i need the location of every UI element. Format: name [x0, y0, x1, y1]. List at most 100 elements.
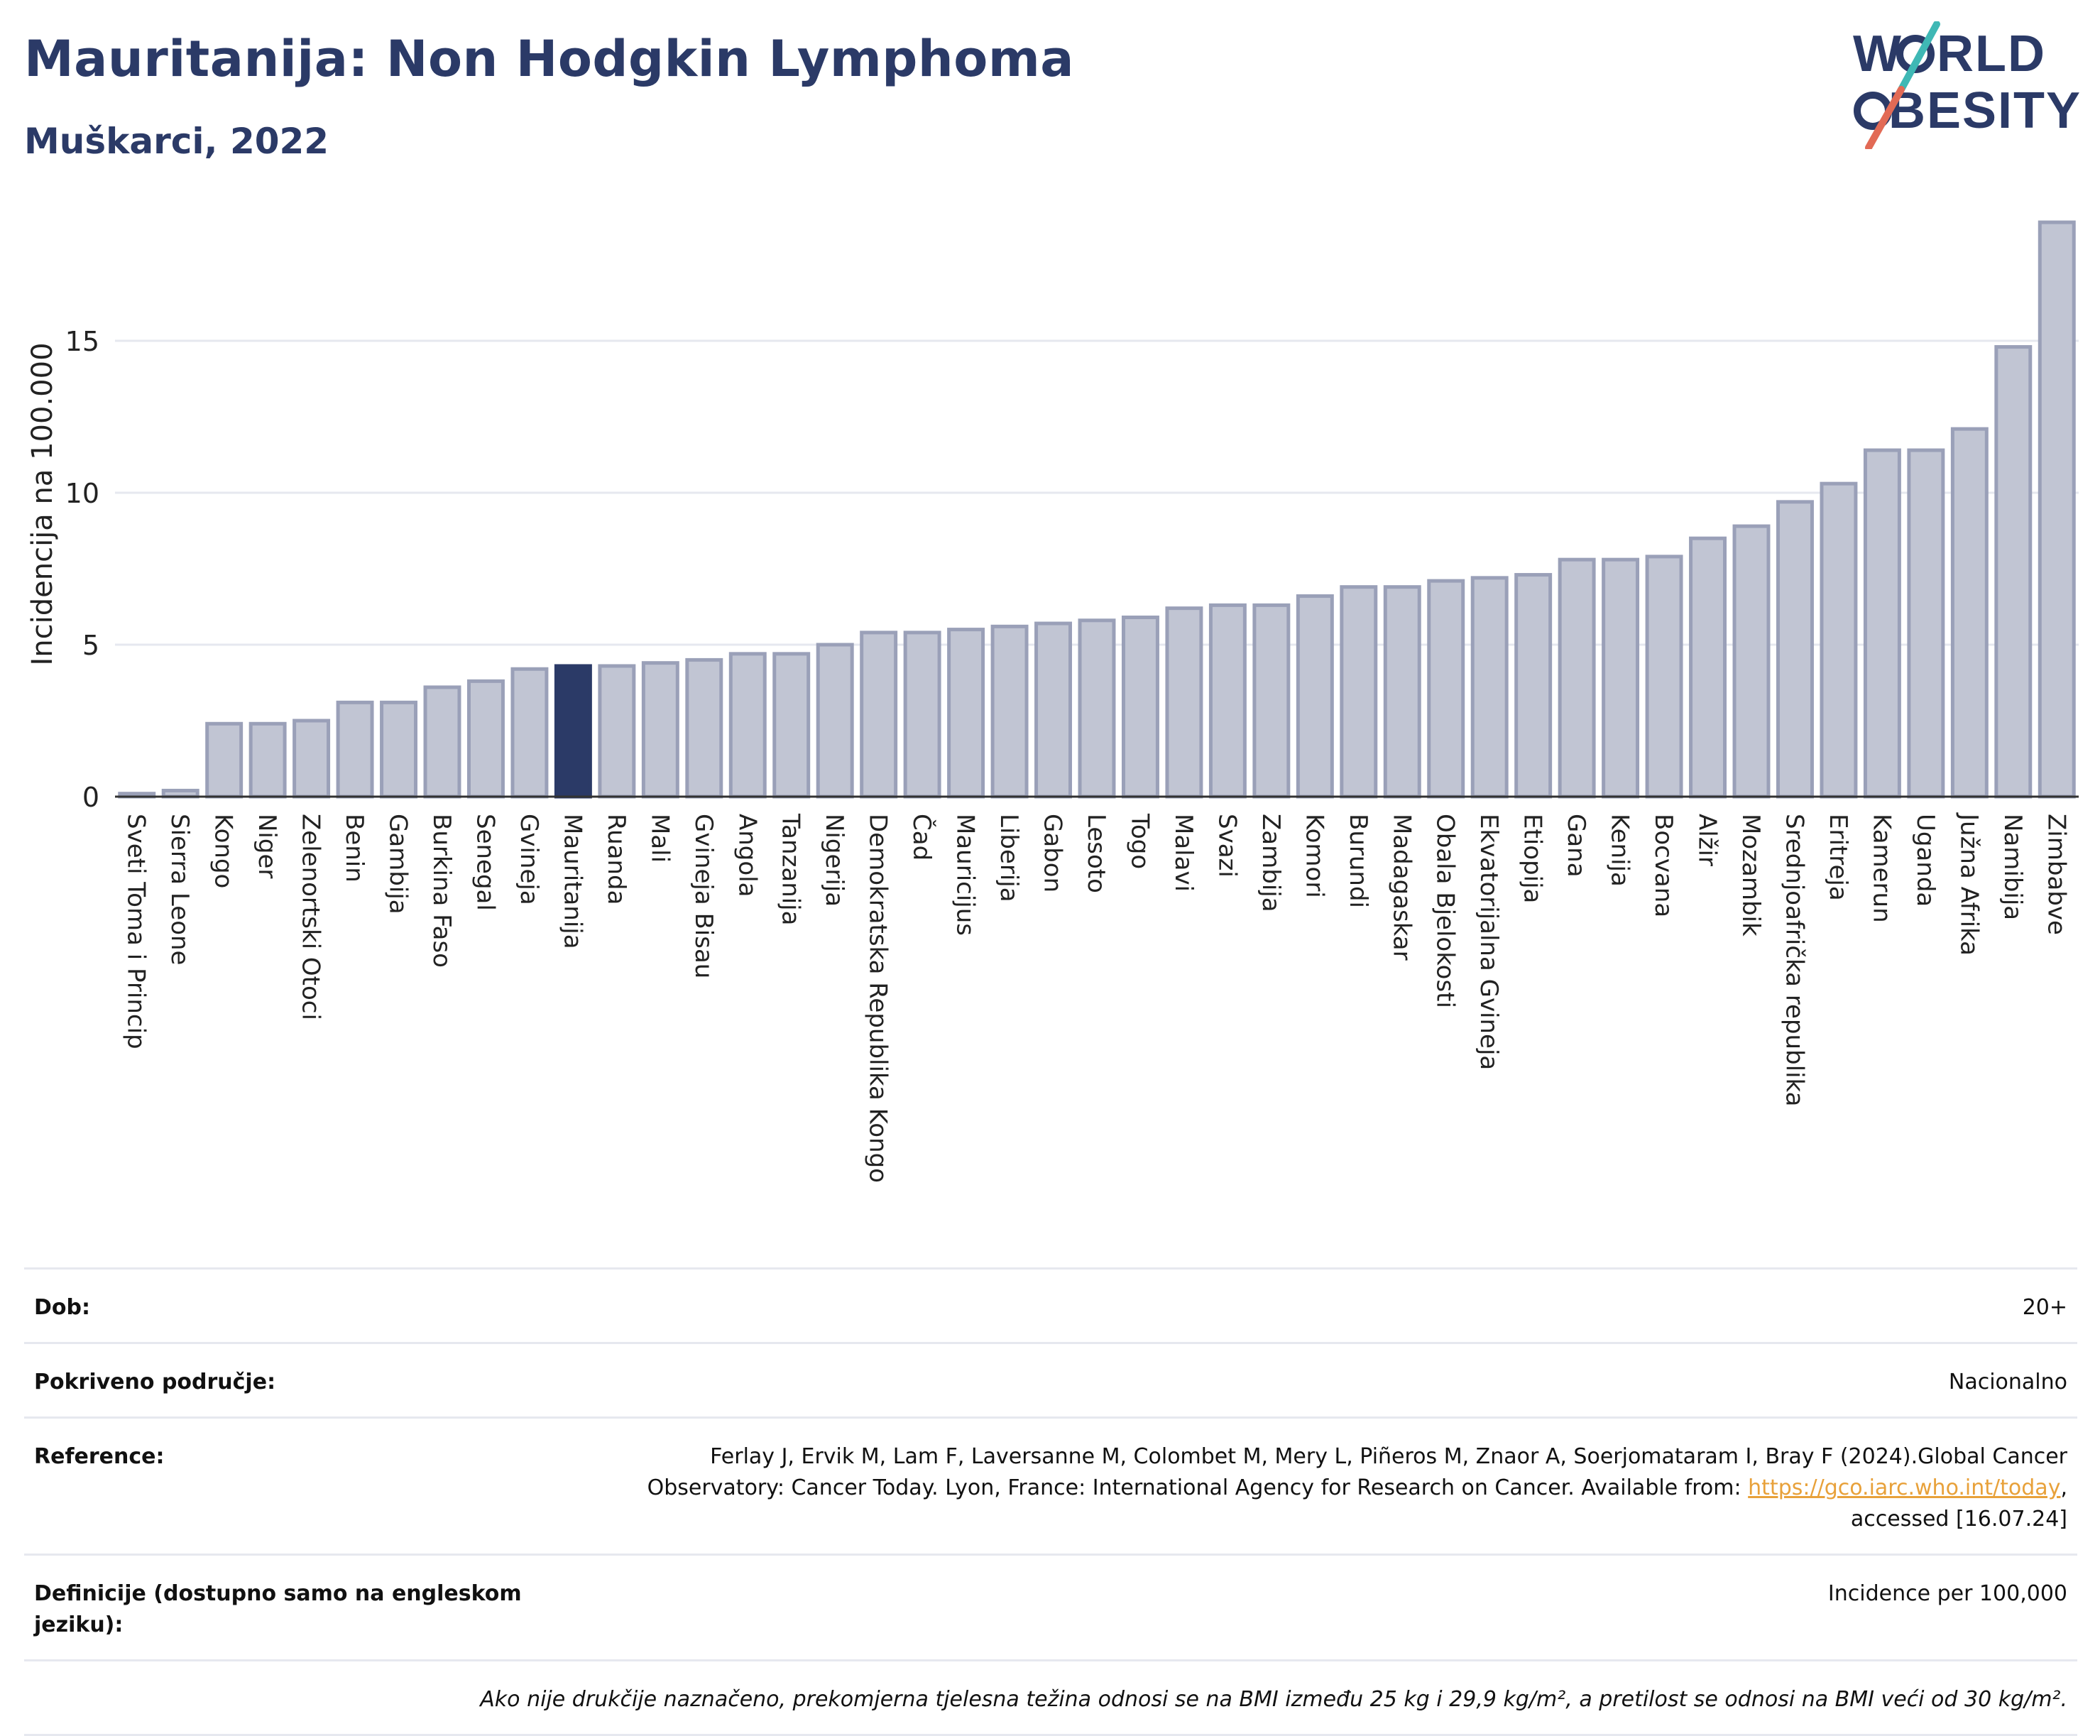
- bar: [336, 700, 374, 799]
- x-tick-label: Sierra Leone: [165, 814, 194, 965]
- bar: [423, 685, 461, 799]
- y-tick-label: 10: [65, 478, 99, 509]
- x-tick-label: Liberija: [995, 814, 1023, 902]
- reference-value: Ferlay J, Ervik M, Lam F, Laversanne M, …: [647, 1444, 2067, 1532]
- bar: [510, 667, 549, 799]
- x-tick-label: Svazi: [1213, 814, 1241, 878]
- bmi-note: Ako nije drukčije naznačeno, prekomjerna…: [480, 1687, 2067, 1712]
- x-tick-label: Namibija: [1998, 814, 2027, 920]
- bar: [1078, 618, 1116, 799]
- bar: [903, 630, 941, 799]
- y-tick-label: 0: [82, 782, 99, 813]
- x-tick-label: Malavi: [1169, 814, 1198, 892]
- bar: [1165, 606, 1203, 799]
- info-row-age: Dob: 20+: [24, 1267, 2077, 1342]
- bar: [816, 643, 854, 799]
- page-title: Mauritanija: Non Hodgkin Lymphoma: [24, 30, 1075, 88]
- bar: [292, 719, 331, 799]
- page-subtitle: Muškarci, 2022: [24, 121, 329, 162]
- bar: [248, 721, 287, 799]
- y-tick-label: 5: [82, 630, 99, 661]
- bar: [1470, 576, 1509, 799]
- bar: [1558, 557, 1596, 799]
- bar-chart: 0 5 10 15 Sveti Toma i Princip Sierra Leone Ko…: [65, 220, 2079, 1183]
- bar: [1252, 603, 1291, 799]
- reference-link[interactable]: https://gco.iarc.who.int/today: [1748, 1475, 2061, 1500]
- reference-line-3: accessed [16.07.24]: [1850, 1507, 2067, 1532]
- x-tick-label: Kongo: [209, 814, 238, 888]
- x-tick-label: Kenija: [1606, 814, 1634, 887]
- x-tick-label: Togo: [1125, 813, 1154, 869]
- definitions-value: Incidence per 100,000: [1827, 1581, 2067, 1606]
- bar: [466, 679, 505, 799]
- definitions-label: Definicije (dostupno samo na engleskom j…: [34, 1581, 522, 1637]
- bar: [947, 628, 985, 799]
- bar: [1776, 500, 1814, 799]
- bar: [1034, 621, 1073, 799]
- info-row-note: Ako nije drukčije naznačeno, prekomjerna…: [24, 1659, 2077, 1736]
- x-tick-label: Južna Afrika: [1954, 812, 1983, 956]
- info-row-coverage: Pokriveno područje: Nacionalno: [24, 1342, 2077, 1416]
- bar: [2038, 220, 2076, 799]
- bar: [1340, 585, 1378, 799]
- x-tick-label: Gvineja: [515, 814, 543, 905]
- bar: [641, 661, 679, 799]
- x-tick-label: Niger: [253, 814, 281, 878]
- x-tick-label: Mozambik: [1737, 814, 1765, 937]
- x-tick-label: Burkina Faso: [427, 814, 456, 968]
- bar: [728, 652, 767, 799]
- x-tick-label: Mauritanija: [558, 814, 586, 949]
- x-tick-label: Etiopija: [1519, 814, 1547, 903]
- reference-line-1: Ferlay J, Ervik M, Lam F, Laversanne M, …: [710, 1444, 2067, 1469]
- bar: [1296, 594, 1334, 799]
- reference-label: Reference:: [34, 1444, 165, 1469]
- x-tick-label: Zambija: [1257, 814, 1285, 912]
- svg-text:RLD: RLD: [1937, 26, 2046, 82]
- bar: [205, 721, 244, 799]
- x-tick-label: Gvineja Bisau: [689, 814, 718, 978]
- bar: [1121, 615, 1159, 799]
- svg-text:BESITY: BESITY: [1888, 82, 2080, 139]
- bar: [1820, 481, 1858, 799]
- x-tick-label: Benin: [340, 814, 368, 883]
- x-tick-label: Bocvana: [1649, 814, 1678, 917]
- x-tick-label: Mauricijus: [951, 814, 980, 936]
- bar: [1645, 555, 1683, 799]
- bar: [554, 664, 592, 799]
- x-tick-label: Tanzanija: [777, 813, 805, 925]
- bar: [380, 700, 418, 799]
- bar: [1732, 524, 1771, 799]
- x-tick-label: Obala Bjelokosti: [1431, 814, 1460, 1008]
- bar: [1994, 345, 2033, 799]
- x-tick-label: Ekvatorijalna Gvineja: [1475, 814, 1503, 1070]
- y-tick-label: 15: [65, 326, 99, 357]
- x-tick-label: Uganda: [1911, 814, 1940, 907]
- x-tick-label: Gabon: [1039, 814, 1067, 892]
- bar: [1950, 427, 1989, 799]
- x-tick-label: Zimbabve: [2042, 814, 2070, 935]
- svg-text:W: W: [1853, 26, 1903, 82]
- x-tick-label: Eritreja: [1824, 814, 1852, 901]
- reference-line-2: Observatory: Cancer Today. Lyon, France:…: [647, 1475, 1741, 1500]
- bar: [685, 657, 723, 799]
- x-tick-label: Zelenortski Otoci: [297, 814, 325, 1020]
- x-tick-label: Nigerija: [820, 814, 848, 907]
- x-tick-label: Gambija: [384, 814, 412, 915]
- world-obesity-logo: W RLD BESITY: [1853, 21, 2080, 151]
- x-tick-label: Alžir: [1693, 814, 1722, 866]
- x-tick-label: Gana: [1562, 814, 1590, 878]
- coverage-label: Pokriveno područje:: [34, 1370, 276, 1394]
- age-label: Dob:: [34, 1295, 90, 1320]
- x-tick-label: Ruanda: [602, 814, 630, 905]
- bar: [1907, 448, 1945, 799]
- bar: [1514, 573, 1553, 799]
- x-tick-label: Burundi: [1344, 814, 1372, 908]
- x-tick-label: Mali: [645, 814, 674, 863]
- info-row-definitions: Definicije (dostupno samo na engleskom j…: [24, 1554, 2077, 1659]
- info-table: Dob: 20+ Pokriveno područje: Nacionalno …: [24, 1267, 2077, 1736]
- x-tick-label: Komori: [1300, 814, 1328, 898]
- x-tick-label: Angola: [733, 814, 761, 897]
- coverage-value: Nacionalno: [1948, 1370, 2067, 1394]
- bar: [1427, 579, 1465, 799]
- x-tick-label: Srednjoafrička republika: [1780, 814, 1808, 1106]
